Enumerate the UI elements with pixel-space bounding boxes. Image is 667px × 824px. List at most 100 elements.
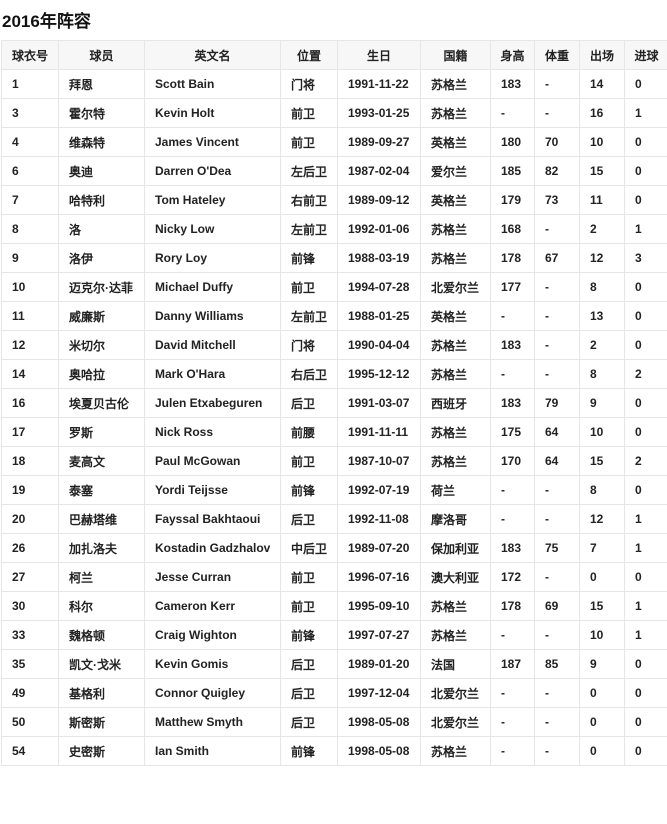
cell-english-name: Craig Wighton (144, 620, 281, 650)
cell-nationality: 澳大利亚 (420, 562, 491, 592)
cell-position: 后卫 (280, 388, 338, 418)
column-header-nationality: 国籍 (420, 40, 491, 70)
cell-nationality: 北爱尔兰 (420, 707, 491, 737)
cell-jersey: 6 (1, 156, 59, 186)
cell-goals: 1 (624, 620, 667, 650)
cell-english-name: Jesse Curran (144, 562, 281, 592)
cell-position: 前卫 (280, 98, 338, 128)
column-header-english-name: 英文名 (144, 40, 281, 70)
cell-height: 183 (490, 330, 535, 360)
cell-goals: 0 (624, 388, 667, 418)
table-row: 16 埃夏贝古伦 Julen Etxabeguren 后卫 1991-03-07 西班牙 1… (1, 388, 667, 418)
cell-player: 哈特利 (58, 185, 145, 215)
cell-appearances: 14 (579, 69, 625, 99)
cell-nationality: 爱尔兰 (420, 156, 491, 186)
cell-height: 185 (490, 156, 535, 186)
table-row: 8 洛 Nicky Low 左前卫 1992-01-06 苏格兰 168-2 1 (1, 214, 667, 244)
cell-height: 183 (490, 533, 535, 563)
table-row: 12 米切尔 David Mitchell 门将 1990-04-04 苏格兰 183-2 0 (1, 330, 667, 360)
cell-english-name: Mark O'Hara (144, 359, 281, 389)
cell-nationality: 苏格兰 (420, 736, 491, 766)
cell-goals: 2 (624, 359, 667, 389)
cell-nationality: 摩洛哥 (420, 504, 491, 534)
cell-nationality: 苏格兰 (420, 417, 491, 447)
table-header-row: 球衣号 球员 英文名 位置 生日 国籍 身高 体重 出场 进球 (1, 40, 667, 70)
cell-goals: 0 (624, 475, 667, 505)
cell-appearances: 7 (579, 533, 625, 563)
cell-birthday: 1987-02-04 (337, 156, 421, 186)
cell-birthday: 1988-01-25 (337, 301, 421, 331)
cell-goals: 0 (624, 678, 667, 708)
cell-english-name: Cameron Kerr (144, 591, 281, 621)
cell-appearances: 15 (579, 446, 625, 476)
column-header-goals: 进球 (624, 40, 667, 70)
table-row: 26 加扎洛夫 Kostadin Gadzhalov 中后卫 1989-07-20 保加利… (1, 533, 667, 563)
cell-english-name: Ian Smith (144, 736, 281, 766)
cell-weight: 64 (534, 417, 580, 447)
table-row: 49 基格利 Connor Quigley 后卫 1997-12-04 北爱尔兰 - -0 0 (1, 678, 667, 708)
cell-appearances: 0 (579, 678, 625, 708)
cell-weight: 69 (534, 591, 580, 621)
cell-birthday: 1995-09-10 (337, 591, 421, 621)
cell-height: 170 (490, 446, 535, 476)
cell-nationality: 苏格兰 (420, 591, 491, 621)
cell-height: 187 (490, 649, 535, 679)
cell-goals: 0 (624, 127, 667, 157)
cell-appearances: 0 (579, 562, 625, 592)
cell-birthday: 1992-07-19 (337, 475, 421, 505)
cell-height: 178 (490, 591, 535, 621)
cell-english-name: Nicky Low (144, 214, 281, 244)
cell-nationality: 西班牙 (420, 388, 491, 418)
cell-goals: 0 (624, 736, 667, 766)
cell-height: 183 (490, 388, 535, 418)
cell-nationality: 荷兰 (420, 475, 491, 505)
cell-weight: - (534, 272, 580, 302)
cell-position: 中后卫 (280, 533, 338, 563)
cell-player: 埃夏贝古伦 (58, 388, 145, 418)
cell-height: - (490, 301, 535, 331)
cell-position: 前锋 (280, 243, 338, 273)
cell-appearances: 15 (579, 156, 625, 186)
cell-weight: 67 (534, 243, 580, 273)
cell-birthday: 1989-09-12 (337, 185, 421, 215)
cell-position: 后卫 (280, 649, 338, 679)
table-row: 3 霍尔特 Kevin Holt 前卫 1993-01-25 苏格兰 - -16 1 (1, 98, 667, 128)
cell-jersey: 35 (1, 649, 59, 679)
cell-weight: - (534, 475, 580, 505)
cell-nationality: 保加利亚 (420, 533, 491, 563)
cell-nationality: 法国 (420, 649, 491, 679)
table-row: 9 洛伊 Rory Loy 前锋 1988-03-19 苏格兰 178 67 12 3 (1, 243, 667, 273)
cell-height: 180 (490, 127, 535, 157)
cell-goals: 2 (624, 446, 667, 476)
cell-birthday: 1996-07-16 (337, 562, 421, 592)
table-row: 27 柯兰 Jesse Curran 前卫 1996-07-16 澳大利亚 172-0 0 (1, 562, 667, 592)
table-row: 11 威廉斯 Danny Williams 左前卫 1988-01-25 英格兰 - -13 0 (1, 301, 667, 331)
cell-birthday: 1992-11-08 (337, 504, 421, 534)
cell-position: 前卫 (280, 591, 338, 621)
cell-height: 168 (490, 214, 535, 244)
cell-weight: - (534, 98, 580, 128)
cell-appearances: 2 (579, 214, 625, 244)
cell-goals: 0 (624, 649, 667, 679)
cell-jersey: 20 (1, 504, 59, 534)
cell-height: 172 (490, 562, 535, 592)
cell-english-name: Kevin Gomis (144, 649, 281, 679)
cell-birthday: 1993-01-25 (337, 98, 421, 128)
cell-english-name: Michael Duffy (144, 272, 281, 302)
cell-weight: 70 (534, 127, 580, 157)
cell-english-name: Paul McGowan (144, 446, 281, 476)
cell-goals: 1 (624, 504, 667, 534)
cell-goals: 0 (624, 301, 667, 331)
cell-appearances: 16 (579, 98, 625, 128)
cell-nationality: 苏格兰 (420, 446, 491, 476)
cell-nationality: 英格兰 (420, 301, 491, 331)
cell-player: 基格利 (58, 678, 145, 708)
cell-appearances: 12 (579, 243, 625, 273)
cell-player: 凯文·戈米 (58, 649, 145, 679)
cell-weight: - (534, 678, 580, 708)
cell-english-name: Yordi Teijsse (144, 475, 281, 505)
cell-position: 前腰 (280, 417, 338, 447)
cell-jersey: 19 (1, 475, 59, 505)
cell-jersey: 4 (1, 127, 59, 157)
cell-weight: 79 (534, 388, 580, 418)
